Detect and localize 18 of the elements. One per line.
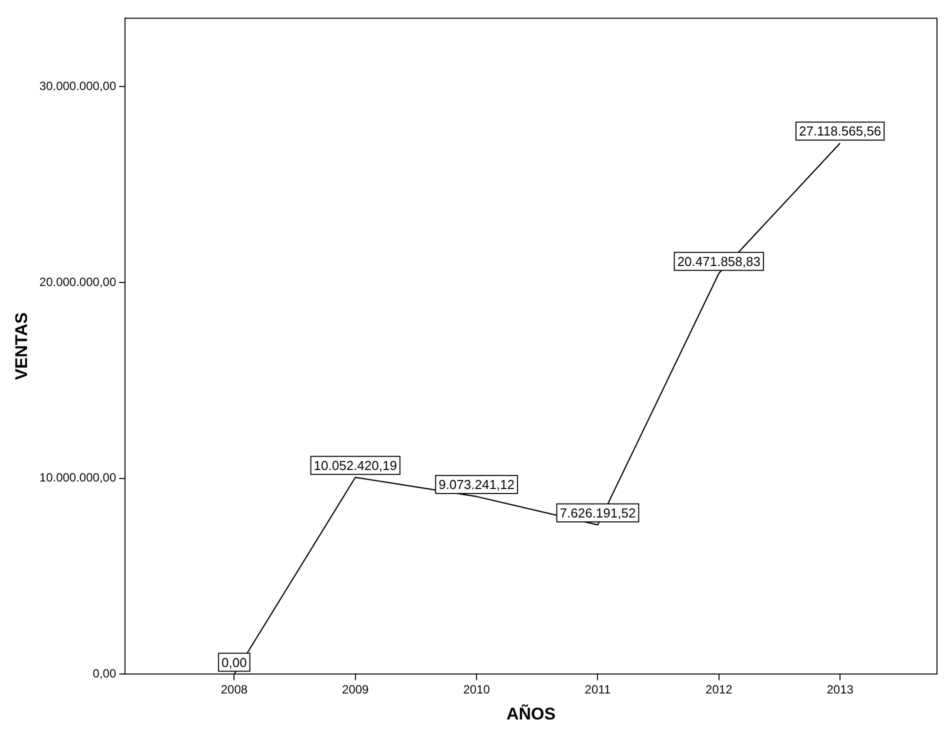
x-tick-label: 2008 xyxy=(220,682,248,697)
x-tick-label: 2012 xyxy=(706,682,733,697)
y-tick-label: 0,00 xyxy=(92,666,116,681)
data-label: 7.626.191,52 xyxy=(560,505,636,520)
y-axis-title: VENTAS xyxy=(12,312,31,380)
x-axis-title: AÑOS xyxy=(506,703,556,724)
data-label: 20.471.858,83 xyxy=(677,254,760,269)
data-label: 10.052.420,19 xyxy=(314,458,397,473)
data-label: 9.073.241,12 xyxy=(438,477,514,492)
x-tick-label: 2011 xyxy=(584,682,611,697)
y-tick-label: 20.000.000,00 xyxy=(39,274,116,289)
x-tick-label: 2010 xyxy=(463,682,490,697)
x-tick-label: 2013 xyxy=(826,682,854,697)
y-tick-label: 10.000.000,00 xyxy=(39,470,116,485)
data-label: 0,00 xyxy=(222,654,247,670)
x-tick-label: 2009 xyxy=(342,682,370,697)
data-label: 27.118.565,56 xyxy=(798,124,882,139)
y-tick-label: 30.000.000,00 xyxy=(39,79,116,94)
